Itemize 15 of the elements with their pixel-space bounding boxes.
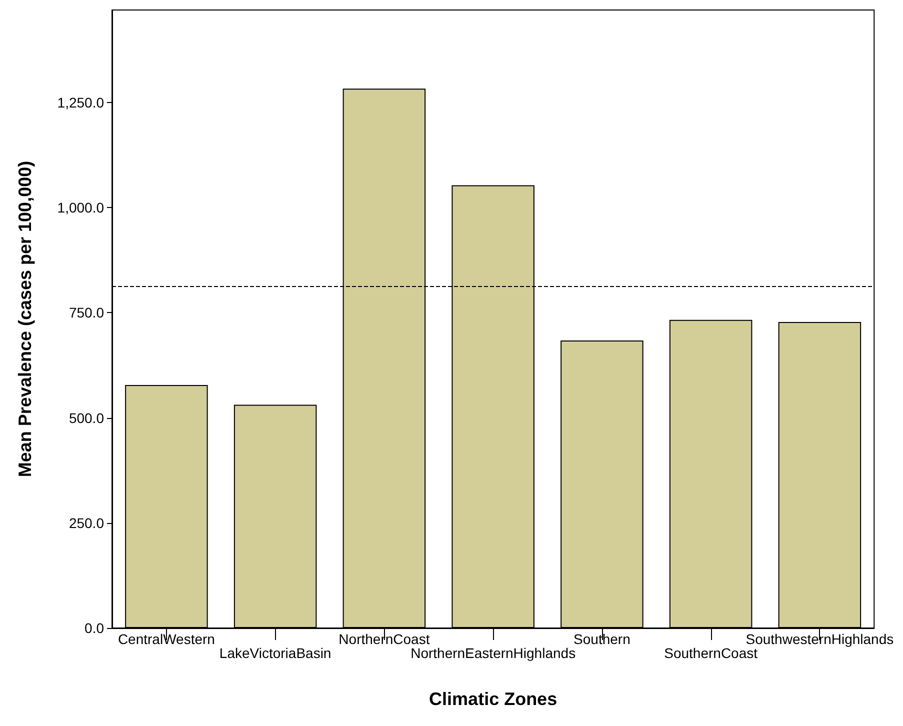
x-tick-label: SouthwesternHighlands <box>746 631 894 647</box>
y-tick-label: 0.0 <box>84 620 104 636</box>
x-axis-title: Climatic Zones <box>429 689 558 709</box>
x-tick-label: Southern <box>574 631 630 647</box>
y-tick-label: 1,250.0 <box>57 94 104 110</box>
x-tick-label: LakeVictoriaBasin <box>219 645 332 661</box>
y-tick-label: 500.0 <box>68 410 104 426</box>
y-tick-label: 250.0 <box>68 514 104 531</box>
x-tick-label: NorthernEasternHighlands <box>410 645 576 661</box>
y-tick-label: 750.0 <box>68 304 104 321</box>
x-tick-label: CentralWestern <box>118 631 215 647</box>
y-tick-label: 1,000.0 <box>57 200 104 216</box>
x-tick-label: SouthernCoast <box>664 645 758 661</box>
x-tick-label: NorthernCoast <box>338 631 430 647</box>
y-axis-title: Mean Prevalence (cases per 100,000) <box>15 160 35 478</box>
